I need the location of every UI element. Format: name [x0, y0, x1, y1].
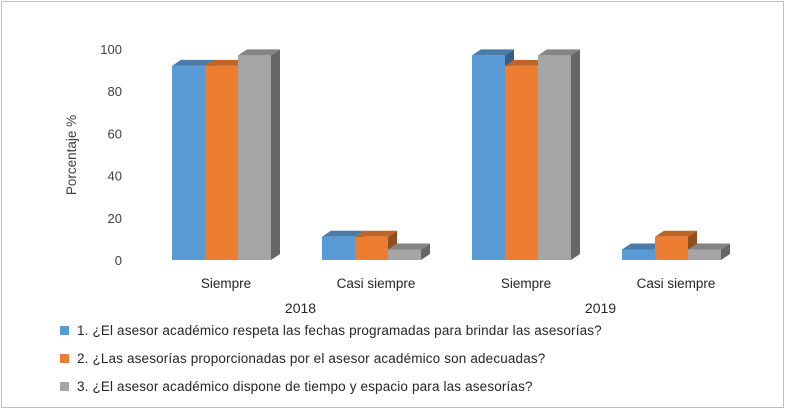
bar-top: [472, 49, 514, 56]
legend-label-3: 3. ¿El asesor académico dispone de tiemp…: [77, 378, 533, 394]
x-category-label: Siempre: [201, 276, 251, 291]
bar-top: [205, 59, 247, 66]
bar-top: [538, 49, 580, 56]
legend: 1. ¿El asesor académico respeta las fech…: [60, 316, 770, 400]
y-tick-label: 40: [108, 169, 122, 184]
bar-side: [721, 243, 730, 260]
bar-side: [421, 243, 430, 260]
legend-swatch-1: [60, 325, 69, 335]
legend-item-2: 2. ¿Las asesorías proporcionadas por el …: [60, 344, 770, 372]
bar-top: [355, 230, 397, 237]
bar: [205, 65, 238, 260]
bar: [472, 55, 505, 260]
bar: [388, 249, 421, 260]
legend-item-1: 1. ¿El asesor académico respeta las fech…: [60, 316, 770, 344]
y-axis-label: Porcentaje %: [64, 115, 79, 195]
bar-side: [571, 49, 580, 260]
bar: [538, 55, 571, 260]
bar: [688, 249, 721, 260]
bar: [505, 65, 538, 260]
x-group-label: 2018: [285, 300, 316, 316]
bar: [622, 249, 655, 260]
y-tick-label: 0: [115, 253, 122, 268]
bar: [238, 55, 271, 260]
legend-label-1: 1. ¿El asesor académico respeta las fech…: [77, 322, 602, 338]
bar-side: [271, 49, 280, 260]
bar-top: [688, 243, 730, 250]
bar-top: [322, 230, 364, 237]
bar-top: [655, 230, 697, 237]
y-tick-label: 20: [108, 211, 122, 226]
x-group-label: 2019: [585, 300, 616, 316]
bar: [655, 236, 688, 260]
legend-label-2: 2. ¿Las asesorías proporcionadas por el …: [77, 350, 546, 366]
bar-top: [388, 243, 430, 250]
x-category-label: Casi siempre: [637, 276, 716, 291]
x-category-label: Siempre: [501, 276, 551, 291]
legend-swatch-2: [60, 353, 69, 363]
bar: [355, 236, 388, 260]
bar: [172, 65, 205, 260]
bar-top: [622, 243, 664, 250]
legend-swatch-3: [60, 381, 69, 391]
y-tick-label: 60: [108, 126, 122, 141]
bar-top: [172, 59, 214, 66]
bar-top: [238, 49, 280, 56]
legend-item-3: 3. ¿El asesor académico dispone de tiemp…: [60, 372, 770, 400]
y-tick-label: 80: [108, 84, 122, 99]
x-category-label: Casi siempre: [337, 276, 416, 291]
y-tick-label: 100: [100, 42, 122, 57]
bar: [322, 236, 355, 260]
bar-top: [505, 59, 547, 66]
